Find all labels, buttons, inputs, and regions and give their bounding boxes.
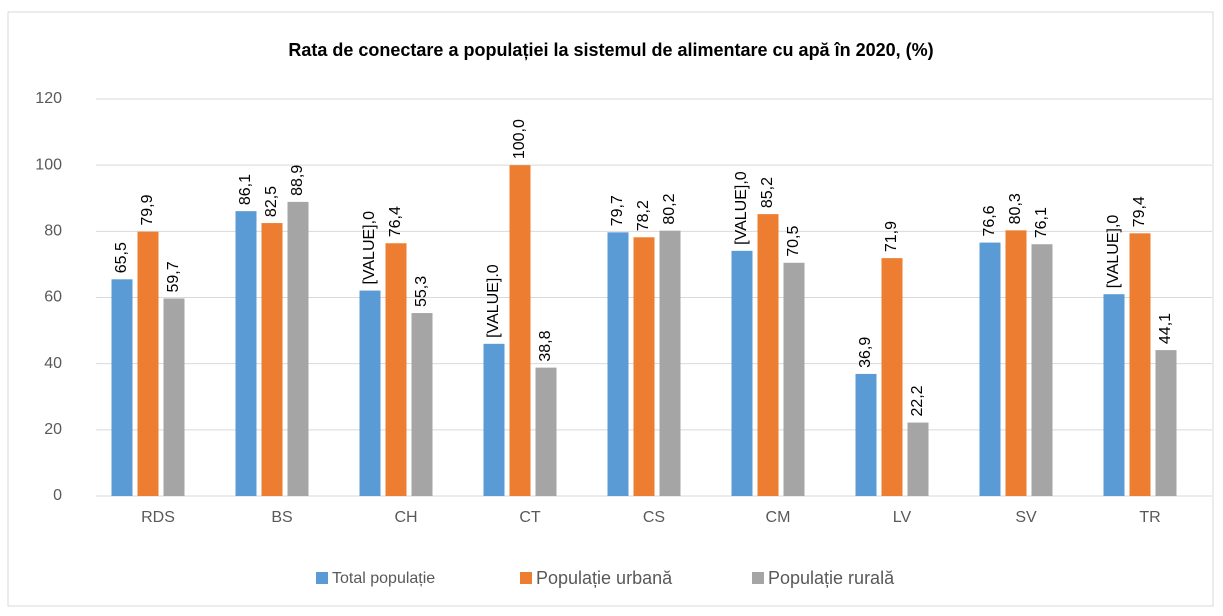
y-tick-label: 0 <box>53 487 62 504</box>
data-label: 79,9 <box>139 194 156 225</box>
bar <box>163 298 185 496</box>
bar <box>1129 233 1151 496</box>
data-label: 86,1 <box>237 174 254 205</box>
data-label: [VALUE],0 <box>733 171 750 245</box>
legend-label: Populație urbană <box>536 568 673 588</box>
data-label: 71,9 <box>883 221 900 252</box>
bar <box>235 211 257 496</box>
bar <box>855 373 877 496</box>
bar <box>359 290 381 496</box>
data-label: 85,2 <box>759 177 776 208</box>
data-label: 59,7 <box>165 261 182 292</box>
bar <box>1155 350 1177 496</box>
data-label: 76,6 <box>981 205 998 236</box>
x-tick-label: BS <box>271 509 292 526</box>
x-tick-label: TR <box>1139 509 1160 526</box>
bar <box>261 223 283 496</box>
bar <box>1103 294 1125 496</box>
bar <box>483 343 505 496</box>
legend-swatch <box>520 572 532 584</box>
bar <box>881 258 903 496</box>
y-tick-label: 100 <box>35 156 62 173</box>
y-tick-label: 60 <box>44 289 62 306</box>
data-label: 36,9 <box>857 337 874 368</box>
legend-label: Populație rurală <box>768 568 895 588</box>
legend-swatch <box>316 572 328 584</box>
data-label: 78,2 <box>635 200 652 231</box>
data-label: [VALUE],0 <box>361 211 378 285</box>
bar <box>411 313 433 496</box>
bar <box>757 214 779 496</box>
bar <box>535 367 557 496</box>
x-tick-label: LV <box>893 509 912 526</box>
x-tick-label: CT <box>519 509 541 526</box>
bar <box>1005 230 1027 497</box>
data-label: 80,3 <box>1007 193 1024 224</box>
y-tick-label: 80 <box>44 223 62 240</box>
x-tick-label: CM <box>766 509 791 526</box>
bar <box>731 250 753 496</box>
x-tick-label: CH <box>394 509 417 526</box>
data-label: [VALUE],0 <box>1105 215 1122 289</box>
bar <box>509 165 531 496</box>
data-label: 55,3 <box>413 276 430 307</box>
bar <box>287 201 309 496</box>
data-label: 79,4 <box>1131 196 1148 227</box>
chart-title: Rata de conectare a populației la sistem… <box>288 40 933 60</box>
data-label: 79,7 <box>609 195 626 226</box>
data-label: 88,9 <box>289 165 306 196</box>
data-label: [VALUE].0 <box>485 264 502 338</box>
data-label: 22,2 <box>909 385 926 416</box>
x-tick-label: RDS <box>141 509 175 526</box>
legend-swatch <box>752 572 764 584</box>
bar <box>659 230 681 496</box>
bar <box>633 237 655 496</box>
data-label: 76,1 <box>1033 207 1050 238</box>
bar <box>1031 244 1053 496</box>
y-tick-label: 20 <box>44 421 62 438</box>
data-label: 44,1 <box>1157 313 1174 344</box>
data-label: 100,0 <box>511 119 528 159</box>
data-label: 65,5 <box>113 242 130 273</box>
y-tick-label: 120 <box>35 90 62 107</box>
bar <box>607 232 629 496</box>
bar <box>385 243 407 496</box>
y-tick-label: 40 <box>44 355 62 372</box>
bar <box>111 279 133 496</box>
bar <box>783 262 805 496</box>
bar <box>979 242 1001 496</box>
data-label: 70,5 <box>785 226 802 257</box>
data-label: 82,5 <box>263 186 280 217</box>
data-label: 38,8 <box>537 330 554 361</box>
legend-label: Total populație <box>332 570 435 587</box>
bar <box>907 422 929 496</box>
x-tick-label: SV <box>1015 509 1037 526</box>
bar <box>137 231 159 496</box>
x-tick-label: CS <box>643 509 665 526</box>
data-label: 76,4 <box>387 206 404 237</box>
data-label: 80,2 <box>661 193 678 224</box>
